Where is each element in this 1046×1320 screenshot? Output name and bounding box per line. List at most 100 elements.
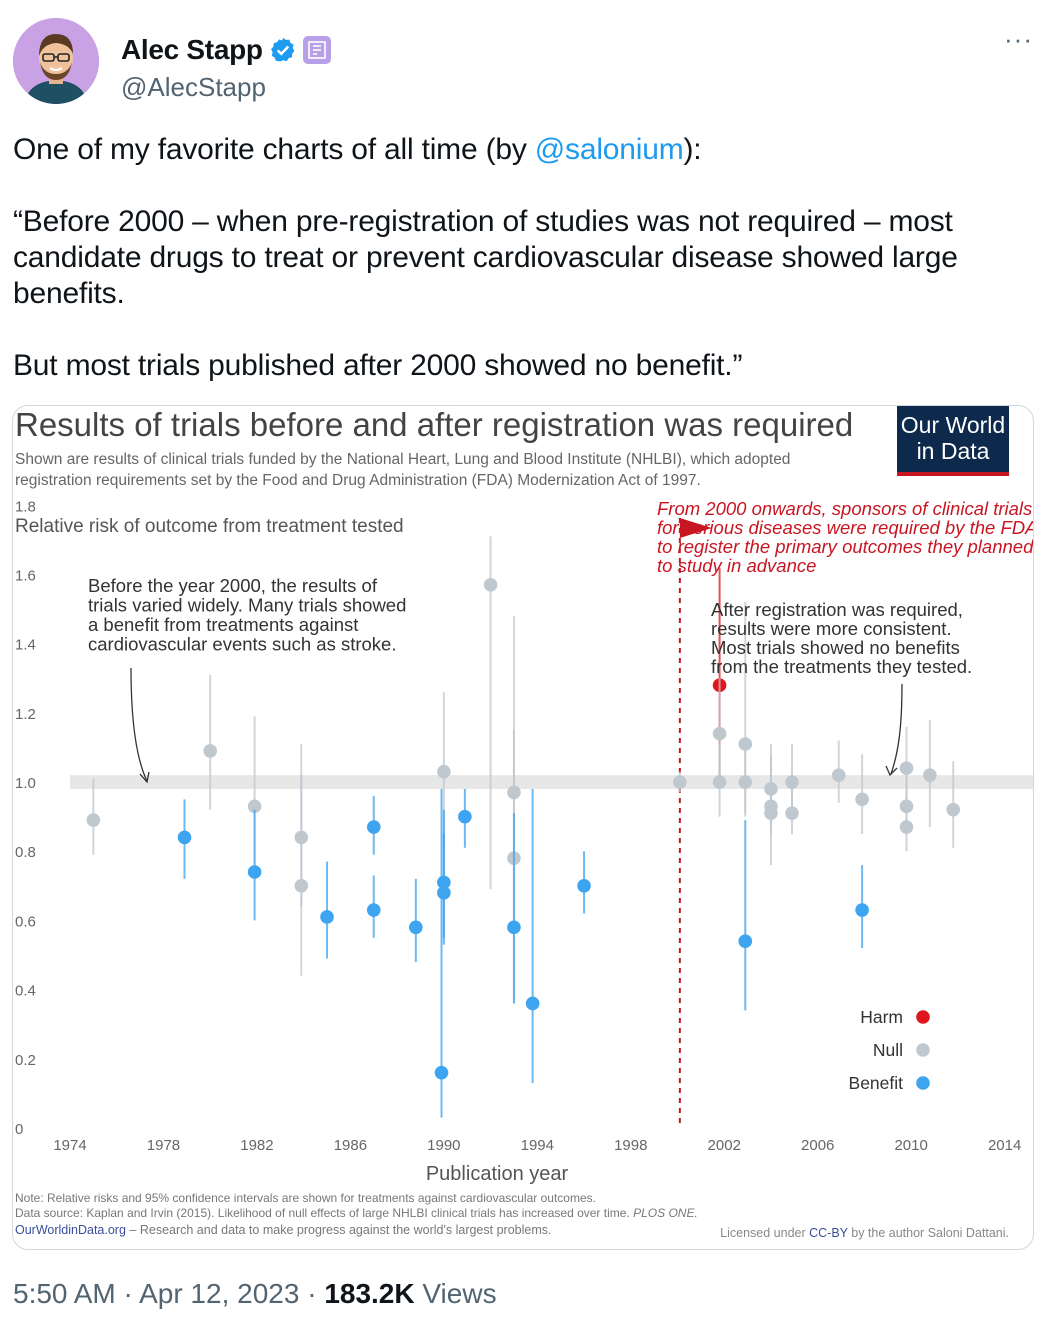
x-tick-label: 1986 (334, 1137, 367, 1154)
y-tick-label: 1.2 (15, 706, 36, 723)
data-point-benefit (366, 820, 381, 834)
registration-flag (679, 518, 712, 538)
ann-before-line: a benefit from treatments against (88, 614, 358, 635)
ann-reg-line: to register the primary outcomes they pl… (657, 536, 1033, 557)
views-count: 183.2K (324, 1278, 415, 1309)
legend-label-benefit: Benefit (849, 1073, 904, 1093)
ann-before-line: cardiovascular events such as stroke. (88, 634, 396, 655)
null-band (70, 775, 1033, 789)
license-text: Licensed under CC-BY by the author Salon… (720, 1226, 1009, 1240)
owid-link[interactable]: OurWorldinData.org (15, 1223, 126, 1237)
y-tick-label: 0.2 (15, 1052, 36, 1069)
y-tick-label: 1.0 (15, 775, 36, 792)
license-prefix: Licensed under (720, 1226, 809, 1240)
data-point-null (712, 775, 727, 789)
x-tick-label: 2014 (988, 1137, 1021, 1154)
data-point-benefit (577, 879, 591, 893)
data-point-benefit (409, 920, 423, 935)
author-name[interactable]: Alec Stapp (121, 34, 263, 65)
mention-link[interactable]: @salonium (534, 133, 684, 166)
tweet-meta: 5:50 AM · Apr 12, 2023 · 183.2K Views (13, 1278, 497, 1310)
ann-after-line: results were more consistent. (711, 618, 952, 639)
data-point-null (785, 775, 799, 789)
data-point-null (855, 792, 869, 807)
data-point-benefit (177, 830, 192, 845)
annotation-before: Before the year 2000, the results oftria… (88, 575, 406, 655)
avatar[interactable] (13, 18, 99, 104)
data-point-null (899, 820, 914, 834)
data-point-benefit (437, 885, 451, 900)
arrow-after (890, 683, 903, 775)
tweet-text-start: One of my favorite charts of all time (b… (13, 133, 535, 166)
ann-before-line: Before the year 2000, the results of (88, 575, 378, 596)
y-tick-label: 0.6 (15, 913, 36, 930)
legend-marker-harm (916, 1010, 930, 1024)
chart-title: Results of trials before and after regis… (15, 406, 853, 443)
data-point-null (203, 744, 217, 758)
annotation-after: After registration was required,results … (711, 599, 972, 677)
legend-label-harm: Harm (860, 1007, 903, 1027)
author-row: Alec Stapp (121, 34, 331, 66)
more-icon[interactable]: ··· (1004, 24, 1033, 54)
data-point-null (738, 775, 753, 789)
y-axis-ticks: 0 0.2 0.4 0.6 0.8 1.0 1.2 1.4 1.6 1.8 (15, 498, 36, 1138)
data-points (86, 536, 961, 1118)
arrow-after-head (885, 765, 898, 777)
license-link[interactable]: CC-BY (809, 1226, 849, 1240)
data-point-null (712, 726, 727, 741)
x-tick-label: 2010 (894, 1137, 927, 1154)
ann-after-line: from the treatments they tested. (711, 656, 972, 677)
chart-source: Data source: Kaplan and Irvin (2015). Li… (15, 1206, 698, 1220)
data-point-null (247, 799, 262, 814)
arrow-before-head (139, 771, 150, 784)
tweet-text: One of my favorite charts of all time (b… (13, 132, 1038, 384)
tweet-date[interactable]: Apr 12, 2023 (139, 1278, 300, 1309)
tweet-time[interactable]: 5:50 AM (13, 1278, 116, 1309)
owid-tagline: – Research and data to make progress aga… (126, 1223, 552, 1237)
data-point-benefit (247, 865, 262, 879)
x-axis-ticks: 1974 1978 1982 1986 1990 1994 1998 2002 2006 2010… (53, 1137, 1021, 1154)
data-point-null (294, 879, 309, 893)
arrow-before (130, 667, 148, 782)
data-point-null (437, 764, 451, 779)
data-point-benefit (434, 1065, 449, 1080)
registration-marker (678, 518, 712, 1128)
logo-line1: Our World (901, 412, 1005, 438)
x-tick-label: 1982 (240, 1137, 273, 1154)
license-suffix: by the author Saloni Dattani. (848, 1226, 1009, 1240)
data-point-null (86, 813, 101, 827)
y-tick-label: 1.6 (15, 567, 36, 584)
chart-card[interactable]: Results of trials before and after regis… (12, 405, 1034, 1250)
chart-subtitle-line1: Shown are results of clinical trials fun… (15, 451, 790, 468)
data-point-benefit (507, 920, 521, 935)
y-tick-label: 0.4 (15, 983, 36, 1000)
ann-before-line: trials varied widely. Many trials showed (88, 595, 406, 616)
data-point-null (738, 737, 753, 751)
legend-label-null: Null (873, 1040, 903, 1060)
y-tick-label: 1.4 (15, 637, 36, 654)
x-tick-label: 2002 (708, 1137, 741, 1154)
y-axis-label: Relative risk of outcome from treatment … (15, 516, 404, 537)
tweet-header: Alec Stapp @AlecStapp ··· (13, 14, 1033, 106)
data-point-null (673, 775, 687, 789)
y-tick-label: 1.8 (15, 498, 36, 515)
data-point-benefit (458, 809, 472, 824)
chart-note: Note: Relative risks and 95% confidence … (15, 1191, 596, 1205)
annotation-registration: From 2000 onwards, sponsors of clinical … (657, 498, 1033, 576)
owid-credit: OurWorldinData.org – Research and data t… (15, 1223, 551, 1237)
chart-subtitle-line2: registration requirements set by the Foo… (15, 472, 701, 489)
x-tick-label: 1978 (147, 1137, 180, 1154)
legend-marker-null (916, 1043, 930, 1057)
x-tick-label: 1990 (427, 1137, 460, 1154)
y-tick-label: 0 (15, 1121, 23, 1138)
x-tick-label: 1998 (614, 1137, 647, 1154)
affiliate-badge-icon (302, 36, 331, 64)
data-point-benefit (738, 934, 753, 948)
chart-source-journal: PLOS ONE. (633, 1206, 698, 1220)
data-point-null (831, 768, 846, 782)
owid-logo[interactable]: Our World in Data (897, 406, 1009, 476)
views-label: Views (422, 1278, 497, 1309)
chart-subtitle: Shown are results of clinical trials fun… (15, 451, 790, 489)
author-handle[interactable]: @AlecStapp (121, 72, 266, 102)
y-tick-label: 0.8 (15, 844, 36, 861)
